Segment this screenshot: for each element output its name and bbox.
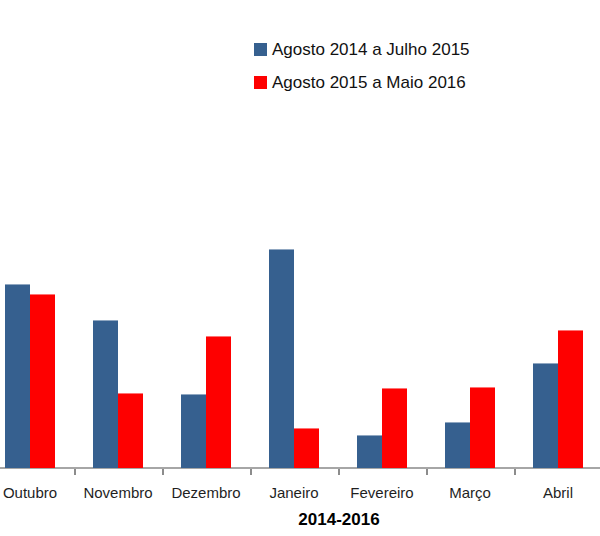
bar-outubro-series1 bbox=[5, 284, 30, 468]
bar-novembro-series2 bbox=[118, 393, 143, 468]
x-axis-label-dezembro: Dezembro bbox=[162, 484, 250, 501]
x-axis-label-fevereiro: Fevereiro bbox=[338, 484, 426, 501]
bar-março-series1 bbox=[445, 422, 470, 468]
chart-container: Agosto 2014 a Julho 2015 Agosto 2015 a M… bbox=[0, 0, 600, 536]
bar-abril-series2 bbox=[558, 330, 583, 468]
bar-dezembro-series2 bbox=[206, 336, 231, 468]
x-axis-title: 2014-2016 bbox=[239, 510, 439, 530]
x-axis-tick bbox=[338, 469, 340, 475]
bar-janeiro-series1 bbox=[269, 249, 294, 468]
bar-fevereiro-series2 bbox=[382, 388, 407, 468]
x-axis-tick bbox=[74, 469, 76, 475]
x-axis-label-abril: Abril bbox=[514, 484, 600, 501]
x-axis-label-janeiro: Janeiro bbox=[250, 484, 338, 501]
bar-janeiro-series2 bbox=[294, 428, 319, 468]
x-axis-tick bbox=[426, 469, 428, 475]
x-axis-tick bbox=[250, 469, 252, 475]
bar-dezembro-series1 bbox=[181, 394, 206, 468]
x-axis-label-outubro: Outubro bbox=[0, 484, 74, 501]
x-axis-tick bbox=[514, 469, 516, 475]
plot-area: OutubroNovembroDezembroJaneiroFevereiroM… bbox=[0, 0, 600, 536]
bar-março-series2 bbox=[470, 387, 495, 468]
x-axis-label-novembro: Novembro bbox=[74, 484, 162, 501]
bar-outubro-series2 bbox=[30, 294, 55, 468]
bar-novembro-series1 bbox=[93, 320, 118, 468]
bar-abril-series1 bbox=[533, 363, 558, 468]
x-axis-tick bbox=[162, 469, 164, 475]
bar-fevereiro-series1 bbox=[357, 435, 382, 468]
x-axis-label-março: Março bbox=[426, 484, 514, 501]
